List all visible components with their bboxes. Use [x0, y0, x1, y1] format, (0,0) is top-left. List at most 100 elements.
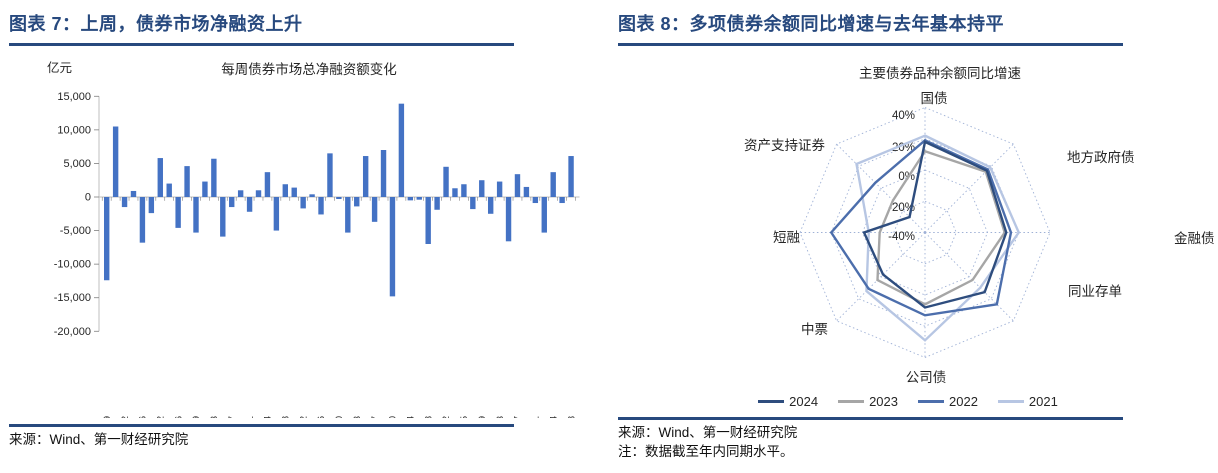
radar-axis-label: 国债	[921, 91, 948, 106]
radar-axis-label: 地方政府债	[1067, 150, 1135, 165]
bar-chart-canvas: 亿元 每周债券市场总净融资额变化 15,000 10,000 5,000 0 -5,000 -…	[47, 60, 580, 418]
legend-line-swatch	[918, 399, 944, 403]
bar	[407, 197, 414, 201]
x-axis-tick-label: 2023-09-24	[406, 416, 416, 418]
footer-rule	[9, 424, 514, 427]
x-axis-tick-label: 2024-01-14	[548, 416, 558, 418]
legend-line-swatch	[758, 399, 785, 403]
y-axis-tick-label: -10,000	[54, 259, 91, 271]
bar	[371, 197, 378, 222]
bar	[389, 197, 396, 297]
bar	[505, 197, 512, 242]
legend-line-swatch	[997, 399, 1024, 403]
radar-axis-label: 同业存单	[1068, 284, 1122, 299]
bar	[336, 197, 342, 200]
legend-item-2021: 2021	[997, 394, 1058, 409]
bar	[264, 172, 271, 197]
x-axis-tick-label: 2023-12-17	[513, 416, 523, 418]
x-axis-tick-label: 2023-01-29	[102, 416, 112, 418]
x-axis-tick-label: 2023-04-23	[209, 416, 219, 418]
x-axis-tick-label: 2023-11-05	[459, 416, 469, 418]
radar-series-2024	[862, 140, 1008, 309]
bar-chart: 亿元 每周债券市场总净融资额变化 15,000 10,000 5,000 0 -5,000 -…	[9, 46, 609, 418]
x-axis-tick-label: 2023-08-27	[370, 416, 380, 418]
panel-bond-net-financing: 图表 7：上周，债券市场净融资上升 亿元 每周债券市场总净融资额变化 15,000 1…	[9, 14, 609, 449]
x-axis-tick-label: 2024-01-28	[566, 416, 576, 418]
bar	[461, 184, 467, 197]
bar	[523, 186, 530, 197]
bar	[246, 197, 253, 212]
x-axis-tick-label: 2023-07-16	[316, 416, 326, 418]
y-axis-tick-label: 10,000	[57, 124, 91, 136]
chart-title: 每周债券市场总净融资额变化	[221, 61, 397, 77]
y-axis-tick-label: -20,000	[54, 326, 91, 338]
bar	[541, 197, 547, 233]
radar-axis-label: 短融	[773, 230, 801, 245]
bar	[157, 158, 163, 197]
radar-axis-label: 公司债	[906, 370, 947, 385]
bar	[559, 197, 565, 204]
source-text: 来源：Wind、第一财经研究院	[618, 424, 798, 440]
panel-footer: 来源：Wind、第一财经研究院	[9, 424, 609, 449]
x-axis-tick-label: 2023-10-22	[441, 416, 451, 418]
footer-rule	[618, 417, 1123, 420]
radar-chart-canvas: 主要债券品种余额同比增速40%20%0%-20%-40%国债地方政府债金融债同业…	[744, 65, 1215, 385]
bar	[354, 197, 360, 207]
bar	[398, 103, 405, 197]
radial-scale-label: 40%	[892, 110, 915, 122]
y-axis-tick-label: -5,000	[60, 225, 91, 237]
x-axis-tick-label: 2023-05-21	[245, 416, 255, 418]
bar	[487, 197, 494, 214]
radar-axis-label: 资产支持证券	[744, 138, 825, 153]
radial-scale-label: -40%	[888, 231, 915, 243]
radar-legend: 2024 2023 2022 2021	[618, 392, 1198, 410]
bar	[443, 166, 449, 197]
x-axis-tick-label: 2023-03-26	[173, 416, 183, 418]
x-axis-tick-label: 2023-02-26	[138, 416, 148, 418]
x-axis-tick-label: 2023-11-19	[477, 416, 487, 418]
legend-item-2024: 2024	[758, 394, 818, 409]
radar-series-2022	[829, 138, 1013, 317]
panel-title: 图表 7：上周，债券市场净融资上升	[9, 14, 303, 34]
radar-grid-ring	[893, 200, 957, 265]
x-axis-tick-label: 2023-09-10	[388, 416, 398, 418]
bar	[121, 197, 128, 208]
y-axis-tick-label: -15,000	[54, 292, 91, 304]
panel-title: 图表 8：多项债券余额同比增速与去年基本持平	[618, 14, 1005, 34]
legend-item-2022: 2022	[918, 394, 978, 409]
bar	[220, 197, 226, 237]
bar	[416, 197, 422, 200]
bar	[255, 190, 262, 197]
bar	[130, 190, 137, 197]
y-axis-tick-label: 15,000	[57, 91, 91, 103]
bar	[139, 197, 146, 243]
title-rule	[618, 43, 1123, 46]
x-axis-tick-label: 2023-03-12	[155, 416, 165, 418]
bar	[211, 158, 217, 197]
bar	[309, 194, 315, 197]
x-axis-tick-label: 2023-12-03	[495, 416, 505, 418]
title-rule	[9, 43, 514, 46]
source-text: 来源：Wind、第一财经研究院	[9, 431, 189, 447]
bar	[282, 184, 288, 197]
bar	[327, 153, 333, 197]
bar	[532, 197, 539, 204]
bar	[362, 156, 369, 197]
bar	[470, 197, 476, 210]
bar	[237, 190, 244, 197]
bar	[229, 197, 235, 208]
bar	[434, 197, 440, 210]
radar-grid-spoke	[836, 232, 926, 322]
bar	[318, 197, 324, 215]
x-axis-tick-label: 2023-12-31	[531, 416, 541, 418]
x-axis-tick-label: 2023-07-02	[298, 416, 308, 418]
bar	[273, 197, 280, 231]
x-axis-tick-label: 2023-06-04	[263, 416, 273, 418]
bar	[148, 197, 155, 214]
radar-grid-ring	[799, 107, 1051, 358]
chart-title: 主要债券品种余额同比增速	[859, 65, 1021, 81]
x-axis-tick-label: 2023-05-07	[227, 416, 237, 418]
radar-grid-spoke	[924, 143, 1014, 233]
panel-footer: 来源：Wind、第一财经研究院 注：数据截至年内同期水平。	[618, 417, 1218, 461]
bar	[175, 197, 181, 228]
